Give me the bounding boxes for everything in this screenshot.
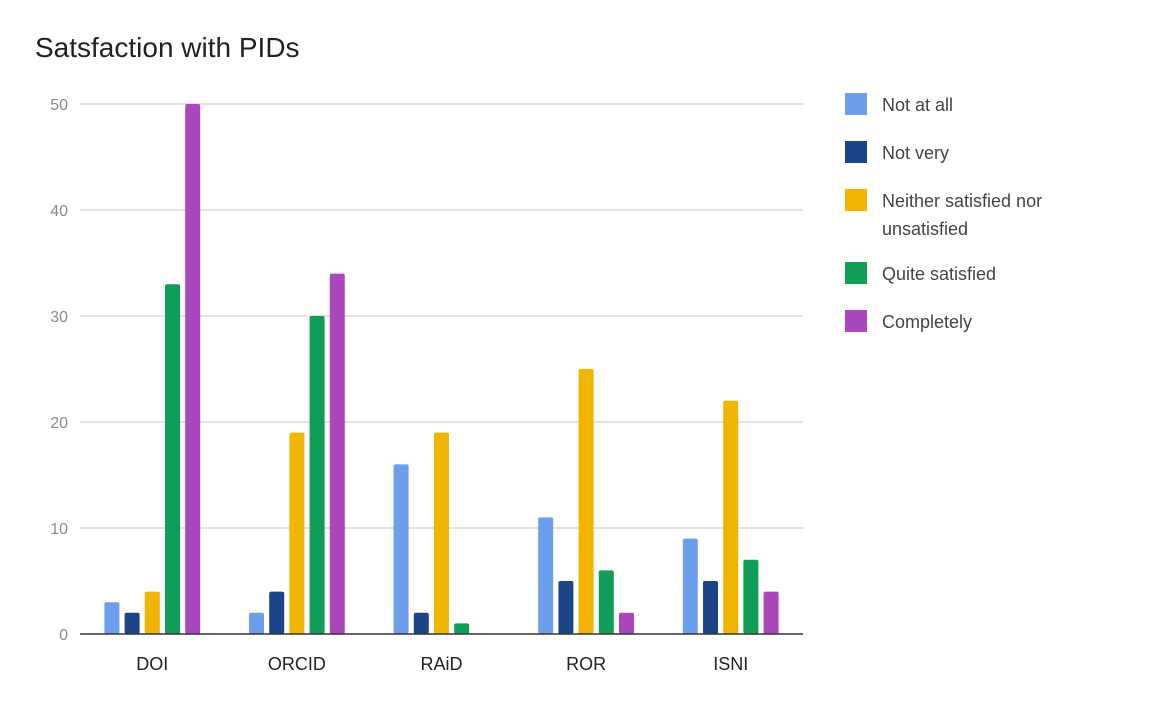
y-tick-label: 40 [50, 203, 68, 220]
legend-label: Completely [882, 312, 972, 332]
bar [289, 432, 305, 634]
x-category-label: DOI [136, 654, 168, 674]
bar [104, 602, 120, 634]
bar [185, 104, 201, 634]
legend-item: Quite satisfied [845, 262, 996, 284]
legend-swatch [845, 141, 867, 163]
bar [558, 581, 574, 634]
bar [165, 284, 180, 634]
bar [144, 591, 160, 634]
bar [743, 559, 759, 634]
bar [309, 316, 325, 634]
x-category-label: ORCID [268, 654, 326, 674]
y-tick-label: 20 [50, 415, 68, 432]
legend-item: Not very [845, 141, 949, 163]
axes: 0 10 20 30 40 50 DOI ORCID RAiD ROR ISNI [50, 97, 803, 674]
bar [703, 581, 718, 634]
gridlines [80, 103, 803, 529]
bar [723, 400, 739, 634]
bar [619, 612, 634, 634]
bar [413, 612, 429, 634]
y-tick-label: 50 [50, 97, 68, 114]
bar [249, 612, 264, 634]
x-category-label: ISNI [713, 654, 748, 674]
chart-title: Satsfaction with PIDs [35, 32, 300, 63]
legend: Not at all Not very Neither satisfied nor u… [845, 93, 1042, 332]
y-tick-label: 30 [50, 309, 68, 326]
bar [763, 591, 779, 634]
x-category-label: RAiD [420, 654, 462, 674]
bar [682, 538, 698, 634]
y-tick-label: 10 [50, 521, 68, 538]
bar [454, 623, 470, 634]
legend-item: Not at all [845, 93, 953, 115]
bar [578, 369, 594, 634]
bar [124, 612, 140, 634]
bars [104, 104, 779, 634]
legend-swatch [845, 262, 867, 284]
legend-swatch [845, 310, 867, 332]
legend-label: Not at all [882, 95, 953, 115]
y-tick-label: 0 [59, 627, 68, 644]
bar [538, 517, 554, 634]
bar [269, 591, 285, 634]
legend-item: Completely [845, 310, 972, 332]
bar [598, 570, 614, 634]
x-category-label: ROR [566, 654, 606, 674]
legend-swatch [845, 189, 867, 211]
legend-swatch [845, 93, 867, 115]
legend-label: Quite satisfied [882, 264, 996, 284]
bar [434, 432, 449, 634]
legend-label: Neither satisfied nor unsatisfied [882, 191, 1042, 239]
legend-item: Neither satisfied nor unsatisfied [845, 189, 1042, 239]
legend-label: Not very [882, 143, 949, 163]
bar [393, 464, 409, 634]
bar [329, 273, 345, 634]
